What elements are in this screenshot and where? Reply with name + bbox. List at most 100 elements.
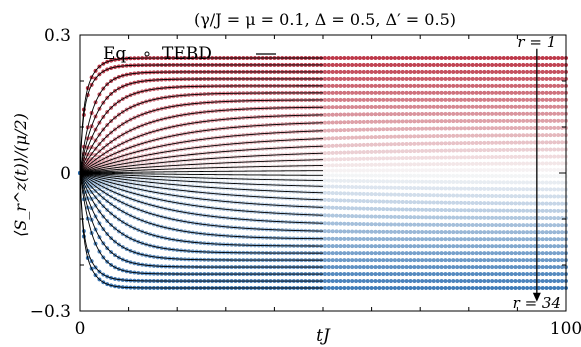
eq-point xyxy=(529,215,534,220)
eq-point xyxy=(505,76,510,81)
eq-point xyxy=(478,223,483,228)
eq-point xyxy=(552,180,557,185)
eq-point xyxy=(431,56,436,61)
eq-point xyxy=(544,90,549,95)
eq-point xyxy=(326,120,331,125)
eq-point xyxy=(505,140,510,145)
eq-point xyxy=(525,140,530,145)
eq-point xyxy=(357,185,362,190)
eq-point xyxy=(330,76,335,81)
eq-point xyxy=(385,229,390,234)
eq-point xyxy=(369,265,374,270)
eq-point xyxy=(404,265,409,270)
eq-point xyxy=(396,76,401,81)
eq-point xyxy=(517,208,522,213)
eq-point xyxy=(322,56,327,61)
eq-point xyxy=(556,140,561,145)
eq-point xyxy=(404,168,409,173)
eq-point xyxy=(396,251,401,256)
eq-point xyxy=(322,151,327,156)
eq-point xyxy=(361,156,366,161)
eq-point xyxy=(385,265,390,270)
eq-point xyxy=(447,186,452,191)
eq-point xyxy=(389,134,394,139)
eq-point xyxy=(392,69,397,74)
eq-point xyxy=(501,272,506,277)
eq-point xyxy=(439,97,444,102)
eq-point xyxy=(326,105,331,110)
eq-point xyxy=(544,161,549,166)
eq-point xyxy=(513,167,518,172)
eq-point xyxy=(424,272,429,277)
eq-point xyxy=(369,286,374,291)
eq-point xyxy=(350,76,355,81)
eq-point xyxy=(381,69,386,74)
eq-point xyxy=(420,173,425,178)
eq-point xyxy=(400,69,405,74)
eq-point xyxy=(338,163,343,168)
eq-point xyxy=(474,201,479,206)
eq-point xyxy=(560,258,565,263)
eq-point xyxy=(560,147,565,152)
eq-point xyxy=(392,185,397,190)
eq-point xyxy=(459,97,464,102)
eq-point xyxy=(416,126,421,131)
eq-point xyxy=(486,279,491,284)
eq-point xyxy=(540,97,545,102)
eq-point xyxy=(474,126,479,131)
eq-point xyxy=(459,265,464,270)
eq-point xyxy=(431,90,436,95)
eq-point xyxy=(497,104,502,109)
eq-point xyxy=(342,272,347,277)
eq-point xyxy=(544,208,549,213)
eq-point xyxy=(369,127,374,132)
eq-point xyxy=(486,168,491,173)
eq-point xyxy=(357,69,362,74)
eq-point xyxy=(552,216,557,221)
eq-point xyxy=(369,142,374,147)
eq-point xyxy=(342,83,347,88)
eq-point xyxy=(439,148,444,153)
eq-point xyxy=(478,180,483,185)
eq-point xyxy=(536,56,541,61)
eq-point xyxy=(447,97,452,102)
eq-point xyxy=(505,83,510,88)
eq-point xyxy=(556,147,561,152)
eq-point xyxy=(556,244,561,249)
eq-point xyxy=(443,193,448,198)
eq-point xyxy=(486,62,491,67)
eq-point xyxy=(486,83,491,88)
eq-point xyxy=(459,111,464,116)
eq-point xyxy=(338,168,343,173)
eq-point xyxy=(451,265,456,270)
eq-point xyxy=(478,90,483,95)
eq-point xyxy=(521,133,526,138)
eq-point xyxy=(455,97,460,102)
eq-point xyxy=(505,133,510,138)
eq-point xyxy=(350,258,355,263)
eq-point xyxy=(389,237,394,242)
eq-point xyxy=(357,119,362,124)
eq-point xyxy=(470,118,475,123)
eq-point xyxy=(505,286,510,291)
eq-point xyxy=(381,142,386,147)
eq-point xyxy=(497,154,502,159)
eq-point xyxy=(400,126,405,131)
eq-point xyxy=(478,126,483,131)
eq-point xyxy=(478,133,483,138)
eq-point xyxy=(529,154,534,159)
eq-point xyxy=(404,251,409,256)
eq-point xyxy=(501,230,506,235)
eq-point xyxy=(482,69,487,74)
eq-point xyxy=(357,162,362,167)
eq-point xyxy=(521,104,526,109)
eq-point xyxy=(373,173,378,178)
eq-point xyxy=(486,237,491,242)
eq-point xyxy=(334,83,339,88)
eq-point xyxy=(416,97,421,102)
eq-point xyxy=(548,265,553,270)
eq-point xyxy=(466,237,471,242)
eq-point xyxy=(346,105,351,110)
eq-point xyxy=(462,180,467,185)
eq-point xyxy=(377,179,382,184)
